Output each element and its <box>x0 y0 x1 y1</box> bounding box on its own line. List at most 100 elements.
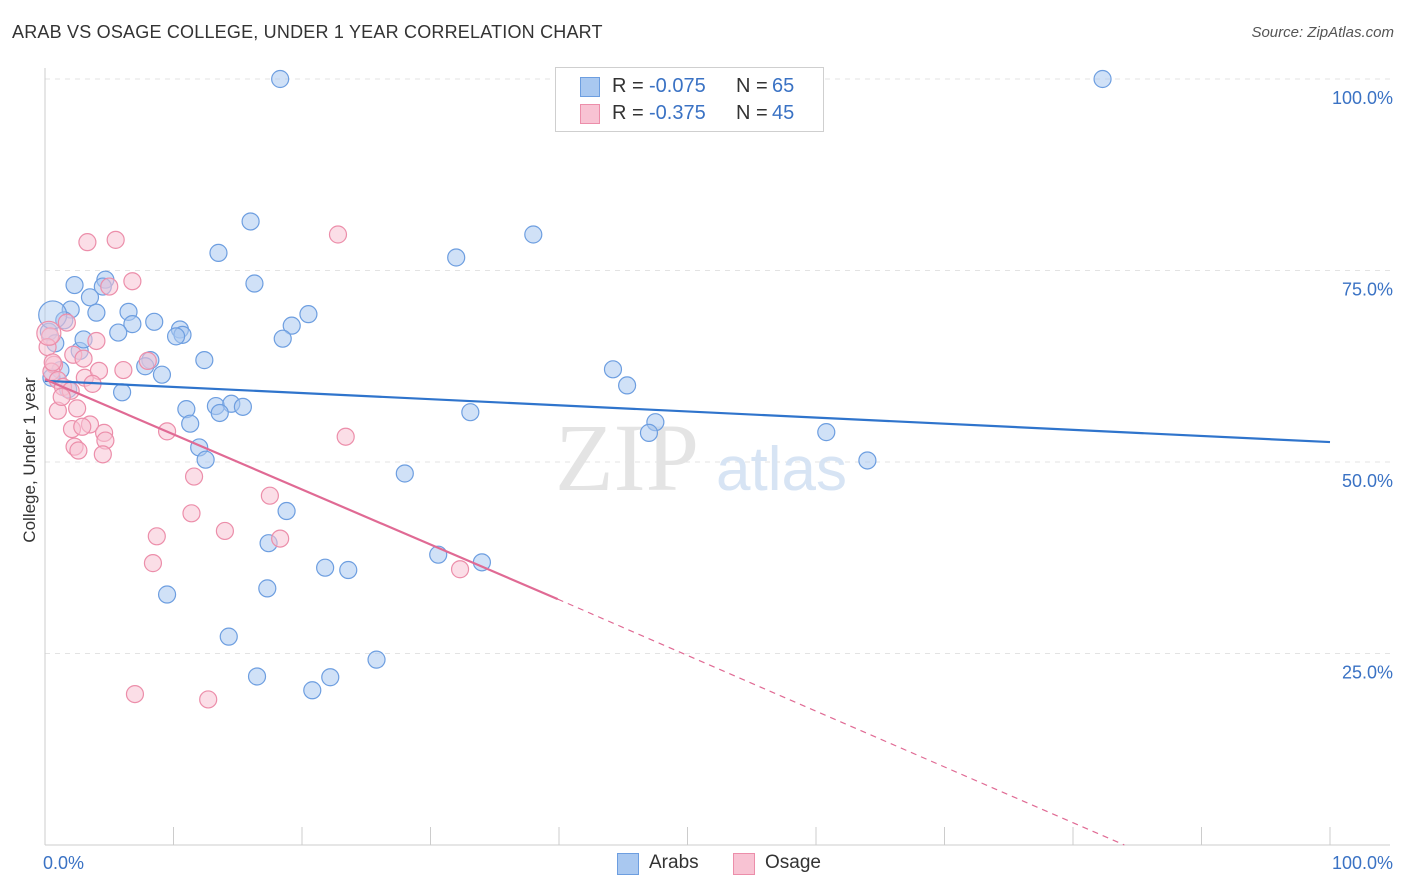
osage-point <box>73 417 92 436</box>
arabs-point <box>639 423 659 442</box>
arabs-point <box>209 243 228 262</box>
osage-point <box>69 441 88 460</box>
arabs-point <box>858 451 877 470</box>
n-label: N = <box>736 75 768 97</box>
osage-point <box>271 529 290 548</box>
arabs-points <box>38 69 1112 700</box>
r-label: R = <box>612 75 644 97</box>
n-label: N = <box>736 102 768 124</box>
trend-lines <box>44 378 1331 846</box>
arabs-n-value: 65 <box>772 75 795 97</box>
arabs-legend-label: Arabs <box>649 852 699 873</box>
arabs-point <box>245 274 264 293</box>
arabs-point <box>112 383 132 402</box>
arabs-point <box>618 376 637 395</box>
osage-point <box>106 230 125 249</box>
osage-point <box>147 527 166 546</box>
osage-point <box>93 445 112 464</box>
watermark-atlas: atlas <box>716 435 847 504</box>
osage-point <box>74 349 93 368</box>
arabs-point <box>145 312 164 331</box>
arabs-point <box>80 288 100 307</box>
osage-point <box>138 351 157 370</box>
osage-point <box>87 331 106 351</box>
osage-point <box>450 560 470 579</box>
arabs-legend-swatch <box>617 853 639 875</box>
osage-point <box>36 320 62 346</box>
arabs-point <box>603 360 623 379</box>
arabs-trend-line <box>44 379 1331 444</box>
grid-layer <box>45 78 1390 654</box>
arabs-swatch <box>580 77 600 97</box>
arabs-point <box>1093 69 1112 89</box>
axis-layer <box>44 68 1390 846</box>
osage-legend-swatch <box>733 853 755 875</box>
arabs-point <box>181 414 200 433</box>
osage-point <box>328 225 348 244</box>
osage-point <box>182 504 201 523</box>
arabs-point <box>195 351 214 370</box>
arabs-point <box>258 579 277 598</box>
stats-legend: R = -0.075 N = 65 R = -0.375 N = 45 <box>555 67 824 132</box>
osage-point <box>114 360 133 380</box>
arabs-point <box>123 315 142 334</box>
arabs-r-value: -0.075 <box>649 75 706 97</box>
arabs-point <box>282 316 301 335</box>
arabs-point <box>461 403 480 422</box>
arabs-point <box>109 323 128 342</box>
arabs-point <box>339 560 358 580</box>
osage-point <box>68 399 87 418</box>
osage-point <box>123 272 142 291</box>
osage-r-value: -0.375 <box>649 102 706 124</box>
arabs-point <box>817 423 836 442</box>
arabs-point <box>271 69 290 89</box>
arabs-point <box>87 303 106 322</box>
arabs-point <box>219 627 238 646</box>
arabs-point <box>65 275 84 295</box>
arabs-point <box>233 397 252 416</box>
arabs-point <box>367 650 386 669</box>
arabs-point <box>157 585 177 604</box>
osage-point <box>125 684 145 704</box>
arabs-point <box>241 212 260 231</box>
osage-point <box>78 233 97 252</box>
arabs-point <box>316 558 335 577</box>
arabs-point <box>524 225 543 244</box>
arabs-point <box>447 248 466 267</box>
arabs-point <box>303 681 322 700</box>
arabs-point <box>247 667 267 686</box>
y-tick-label: 100.0% <box>1332 88 1393 108</box>
osage-point <box>215 521 234 541</box>
arabs-point <box>210 403 229 423</box>
arabs-point <box>395 464 414 483</box>
arabs-point <box>321 668 340 687</box>
osage-point <box>199 690 218 709</box>
osage-point <box>184 467 204 486</box>
arabs-point <box>299 305 318 324</box>
chart-title: ARAB VS OSAGE COLLEGE, UNDER 1 YEAR CORR… <box>12 22 603 42</box>
tick-labels: 25.0% 50.0% 75.0% 100.0% 0.0% 100.0% <box>43 88 1393 873</box>
osage-point <box>52 387 71 406</box>
osage-legend-label: Osage <box>765 852 821 873</box>
osage-n-value: 45 <box>772 102 795 124</box>
watermark-zip: ZIP <box>555 404 699 511</box>
y-tick-label: 25.0% <box>1342 663 1393 683</box>
arabs-point <box>152 365 172 384</box>
osage-trend-line <box>44 378 559 601</box>
y-axis-label: College, Under 1 year <box>20 377 39 543</box>
osage-point <box>143 554 163 573</box>
arabs-point <box>166 327 186 346</box>
x-tick-label: 100.0% <box>1332 853 1393 873</box>
osage-trend-extension <box>557 598 1125 846</box>
arabs-point <box>277 501 296 521</box>
osage-point <box>336 427 355 446</box>
source-label: Source: ZipAtlas.com <box>1251 24 1394 41</box>
osage-points <box>36 225 470 709</box>
osage-point <box>43 353 62 372</box>
arabs-point <box>196 450 215 469</box>
arabs-point <box>273 329 292 348</box>
osage-swatch <box>580 104 600 124</box>
r-label: R = <box>612 102 644 124</box>
osage-point <box>260 486 279 505</box>
